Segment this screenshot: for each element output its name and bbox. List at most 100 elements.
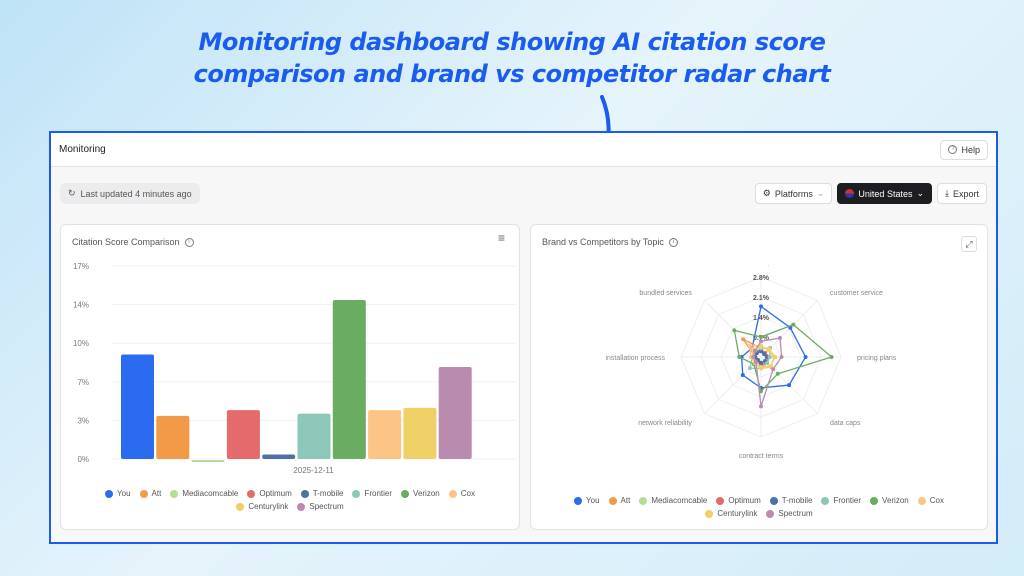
legend-label: Cox <box>929 496 944 505</box>
legend-item-spectrum[interactable]: Spectrum <box>297 502 344 511</box>
radar-point <box>740 373 745 378</box>
radar-point <box>759 339 763 344</box>
legend-item-centurylink[interactable]: Centurylink <box>705 509 757 518</box>
legend-item-t-mobile[interactable]: T-mobile <box>769 496 812 505</box>
legend-item-frontier[interactable]: Frontier <box>821 496 861 505</box>
chart-title: Citation Score Comparison <box>72 237 180 247</box>
radar-axis-label: bundled services <box>639 290 692 297</box>
legend-item-frontier[interactable]: Frontier <box>352 489 392 498</box>
radar-point <box>762 351 767 356</box>
radar-tick-label: 2.8% <box>753 275 770 282</box>
radar-point <box>767 355 772 359</box>
menu-icon[interactable]: ≡ <box>497 231 505 245</box>
bar-chart: 0% 3% 7% 10% 14% 17% 2025-12-11 <box>73 262 516 475</box>
radar-point <box>753 360 758 365</box>
legend-label: Cox <box>460 489 475 498</box>
y-tick-label: 17% <box>73 262 89 271</box>
citation-score-card: Citation Score Comparison i ≡ 0% 3% 7% 10% 14… <box>60 224 520 530</box>
legend-label: Mediacomcable <box>651 496 708 505</box>
y-tick-label: 7% <box>77 378 89 387</box>
radar-point <box>775 371 780 376</box>
legend-label: Frontier <box>364 489 393 498</box>
bar-mediacomcable <box>191 460 225 462</box>
legend-dot <box>574 496 583 505</box>
gear-icon: ⚙ <box>762 188 771 198</box>
top-bar: Monitoring ? Help <box>51 133 996 167</box>
bar-frontier <box>297 413 331 459</box>
legend-item-verizon[interactable]: Verizon <box>401 489 440 498</box>
legend-dot <box>870 496 879 505</box>
legend-dot <box>105 489 114 498</box>
legend-dot <box>608 496 617 505</box>
radar-axis-label: installation process <box>605 355 665 362</box>
legend-item-centurylink[interactable]: Centurylink <box>236 502 288 511</box>
radar-point <box>732 328 737 333</box>
legend-item-mediacomcable[interactable]: Mediacomcable <box>639 496 707 505</box>
legend-label: Frontier <box>833 496 862 505</box>
x-tick-label: 2025-12-11 <box>293 466 334 475</box>
bar-att <box>156 415 190 459</box>
expand-icon[interactable]: ⤢ <box>961 236 977 252</box>
radar-point <box>759 345 763 349</box>
legend-dot <box>297 502 306 511</box>
help-icon: ? <box>948 145 958 154</box>
legend-dot <box>639 496 648 505</box>
toolbar: ↻ Last updated 4 minutes ago ⚙ Platforms ⌄ … <box>51 183 996 204</box>
legend-label: You <box>586 496 600 505</box>
legend-item-optimum[interactable]: Optimum <box>247 489 292 498</box>
legend-item-cox[interactable]: Cox <box>917 496 944 505</box>
legend-item-t-mobile[interactable]: T-mobile <box>300 489 343 498</box>
chart-title: Brand vs Competitors by Topic <box>542 237 664 247</box>
radar-axis-label: customer service <box>830 290 883 297</box>
legend-item-you[interactable]: You <box>105 489 131 498</box>
platforms-dropdown[interactable]: ⚙ Platforms ⌄ <box>754 183 833 204</box>
radar-point <box>779 355 784 359</box>
legend-item-you[interactable]: You <box>574 496 600 505</box>
bar-centurylink <box>403 407 437 459</box>
legend-label: Mediacomcable <box>182 489 239 498</box>
legend-dot <box>247 489 256 498</box>
radar-axis-label: contract terms <box>739 453 784 460</box>
refresh-icon: ↻ <box>68 188 76 198</box>
export-button[interactable]: ⤓ Export <box>937 183 987 204</box>
legend-label: Optimum <box>728 496 761 505</box>
legend-item-spectrum[interactable]: Spectrum <box>766 509 813 518</box>
legend-label: Centurylink <box>248 502 289 511</box>
legend-label: Spectrum <box>309 502 344 511</box>
legend-item-mediacomcable[interactable]: Mediacomcable <box>170 489 238 498</box>
dashboard-window: Monitoring ? Help ↻ Last updated 4 minutes… <box>49 131 998 544</box>
legend-dot <box>769 496 778 505</box>
page-title: Monitoring <box>59 144 106 155</box>
radar-point <box>747 343 752 348</box>
radar-point <box>759 349 763 354</box>
radar-point <box>767 346 772 351</box>
legend-label: Verizon <box>882 496 909 505</box>
radar-tick-label: 2.1% <box>753 295 770 302</box>
help-button[interactable]: ? Help <box>940 139 988 160</box>
legend-item-verizon[interactable]: Verizon <box>870 496 909 505</box>
radar-point <box>771 367 776 372</box>
info-icon[interactable]: i <box>184 237 194 247</box>
legend-label: Verizon <box>413 489 440 498</box>
legend-label: Spectrum <box>778 509 813 518</box>
bar-cox <box>368 410 402 459</box>
y-tick-label: 14% <box>73 301 89 310</box>
radar-point <box>768 364 773 369</box>
legend-item-att[interactable]: Att <box>139 489 161 498</box>
legend-item-cox[interactable]: Cox <box>448 489 475 498</box>
info-icon[interactable]: i <box>668 237 678 247</box>
radar-point <box>765 361 770 366</box>
country-dropdown[interactable]: United States ⌄ <box>837 183 932 204</box>
legend-item-att[interactable]: Att <box>608 496 630 505</box>
radar-axis-line <box>704 356 762 414</box>
legend-dot <box>236 502 245 511</box>
y-tick-label: 3% <box>77 416 89 425</box>
legend-dot <box>716 496 725 505</box>
radar-point <box>777 336 782 341</box>
bar-you <box>121 354 154 459</box>
radar-tick-label: 1.4% <box>753 315 770 322</box>
legend-item-optimum[interactable]: Optimum <box>716 496 761 505</box>
legend-dot <box>352 489 361 498</box>
legend-label: Optimum <box>259 489 292 498</box>
bar-verizon <box>332 300 366 459</box>
